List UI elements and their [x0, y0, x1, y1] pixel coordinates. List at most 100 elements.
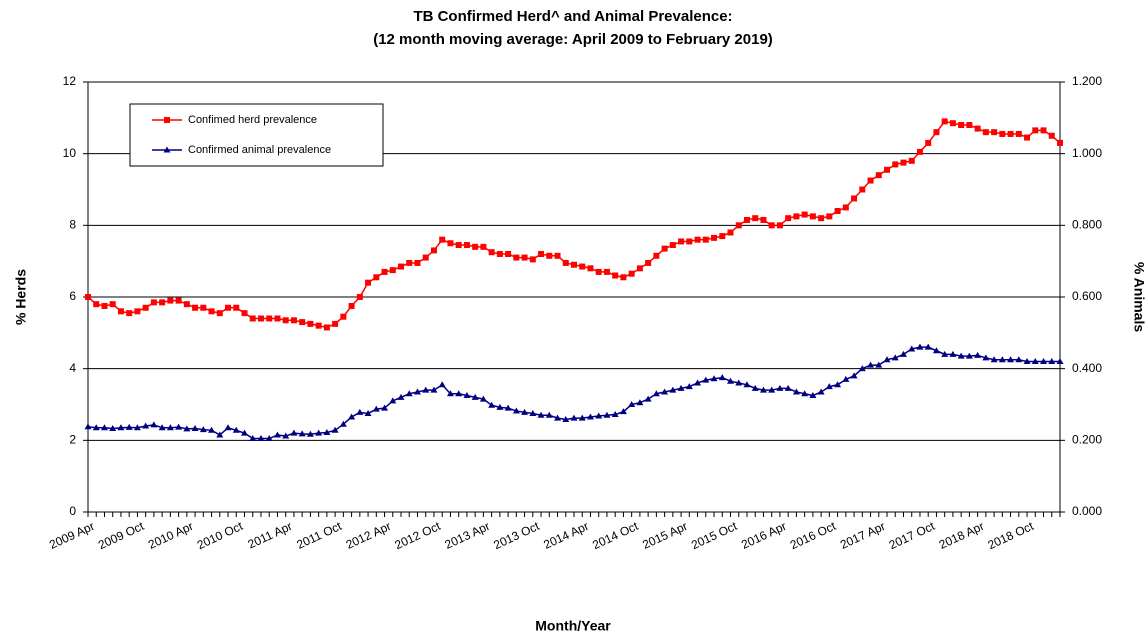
- data-point: [249, 435, 257, 442]
- data-point: [504, 404, 512, 411]
- data-point: [644, 395, 652, 402]
- data-point: [636, 399, 644, 406]
- data-point: [727, 377, 735, 384]
- x-tick-label: 2017 Apr: [838, 519, 887, 552]
- data-point: [125, 423, 133, 430]
- data-point: [620, 274, 627, 281]
- data-point: [1024, 134, 1031, 141]
- data-point: [966, 122, 973, 128]
- data-point: [438, 381, 446, 388]
- x-axis-title: Month/Year: [535, 618, 611, 634]
- data-point: [958, 122, 965, 128]
- data-point: [398, 263, 405, 270]
- y2-tick-label: 0.800: [1072, 218, 1102, 232]
- data-point: [348, 302, 355, 309]
- data-point: [265, 435, 273, 442]
- data-point: [405, 390, 413, 397]
- data-point: [694, 379, 702, 386]
- data-point: [628, 270, 635, 277]
- data-point: [463, 242, 470, 249]
- data-point: [381, 404, 389, 411]
- data-point: [759, 386, 767, 393]
- data-point: [1015, 356, 1023, 363]
- data-point: [661, 388, 669, 395]
- data-point: [364, 409, 372, 416]
- data-point: [175, 423, 183, 430]
- data-point: [439, 236, 446, 243]
- y2-tick-label: 0.200: [1072, 433, 1102, 447]
- data-point: [710, 375, 718, 382]
- data-point: [282, 317, 289, 324]
- data-point: [1040, 358, 1048, 364]
- data-point: [809, 213, 816, 220]
- data-point: [858, 365, 866, 372]
- data-point: [908, 345, 916, 352]
- data-point: [133, 424, 141, 431]
- data-point: [340, 313, 347, 320]
- data-point: [413, 388, 421, 395]
- data-point: [916, 343, 924, 350]
- data-point: [249, 315, 256, 322]
- data-point: [1056, 358, 1064, 364]
- data-point: [167, 297, 174, 304]
- x-tick-label: 2013 Apr: [443, 519, 492, 552]
- legend-marker: [164, 117, 170, 123]
- data-point: [496, 403, 504, 410]
- data-point: [949, 350, 957, 357]
- data-point: [1040, 127, 1047, 134]
- data-point: [603, 411, 611, 418]
- data-point: [595, 268, 602, 275]
- data-point: [208, 308, 215, 315]
- data-point: [273, 431, 281, 438]
- data-point: [957, 352, 965, 359]
- data-point: [200, 304, 207, 311]
- data-point: [397, 393, 405, 400]
- data-point: [925, 139, 932, 146]
- data-point: [331, 426, 339, 433]
- y-tick-label: 6: [69, 289, 76, 303]
- data-point: [101, 302, 108, 309]
- y-tick-label: 2: [69, 433, 76, 447]
- data-point: [471, 393, 479, 400]
- data-point: [991, 129, 998, 136]
- data-point: [884, 166, 891, 173]
- data-point: [851, 195, 858, 202]
- x-tick-label: 2014 Oct: [590, 519, 641, 553]
- x-tick-label: 2018 Oct: [986, 519, 1037, 553]
- data-point: [562, 259, 569, 266]
- data-point: [1032, 127, 1039, 134]
- data-point: [686, 238, 693, 245]
- data-point: [719, 233, 726, 240]
- data-point: [932, 347, 940, 354]
- data-point: [479, 395, 487, 402]
- data-point: [653, 252, 660, 259]
- data-point: [446, 390, 454, 397]
- data-point: [455, 390, 463, 397]
- y-tick-label: 4: [69, 361, 76, 375]
- data-point: [290, 317, 297, 324]
- data-point: [842, 204, 849, 211]
- data-point: [842, 375, 850, 382]
- data-point: [636, 265, 643, 272]
- data-point: [652, 390, 660, 397]
- legend-box: [129, 103, 384, 167]
- data-point: [315, 322, 322, 329]
- data-point: [768, 386, 776, 393]
- data-point: [306, 430, 314, 437]
- data-point: [266, 315, 273, 322]
- data-point: [818, 215, 825, 222]
- data-point: [192, 304, 199, 311]
- data-point: [389, 397, 397, 404]
- data-point: [562, 416, 570, 423]
- data-point: [801, 211, 808, 218]
- data-point: [579, 263, 586, 270]
- x-tick-label: 2009 Oct: [96, 519, 147, 553]
- data-point: [1015, 130, 1022, 137]
- data-point: [166, 424, 174, 431]
- legend-marker: [163, 146, 171, 153]
- data-point: [373, 274, 380, 281]
- data-point: [785, 215, 792, 222]
- data-point: [933, 129, 940, 136]
- data-point: [825, 383, 833, 390]
- data-point: [84, 423, 92, 430]
